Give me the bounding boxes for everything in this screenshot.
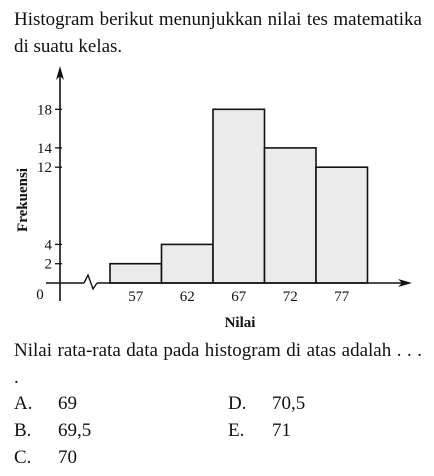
x-tick-label: 72 bbox=[283, 289, 298, 305]
x-axis-label: Nilai bbox=[225, 315, 256, 331]
histogram-bar bbox=[160, 243, 214, 284]
histogram-chart: 2 4 12 14 18 57 62 67 72 77 Frekuensi Nilai 0 bbox=[15, 66, 412, 331]
option-letter: A. bbox=[14, 393, 33, 414]
option-c[interactable]: C. 70 bbox=[14, 446, 77, 470]
y-axis-ticks: 2 4 12 14 18 bbox=[37, 102, 62, 273]
histogram-bar bbox=[109, 262, 163, 284]
y-axis-label: Frekuensi bbox=[15, 168, 31, 232]
x-tick-label: 77 bbox=[334, 289, 350, 305]
x-axis-ticks: 57 62 67 72 77 bbox=[128, 289, 350, 305]
option-e[interactable]: E. 71 bbox=[228, 419, 291, 443]
y-tick-label: 2 bbox=[45, 257, 53, 273]
x-tick-label: 57 bbox=[128, 289, 144, 305]
option-letter: C. bbox=[14, 447, 32, 468]
y-tick-label: 18 bbox=[37, 102, 52, 118]
histogram-bar bbox=[212, 108, 266, 284]
option-value: 69,5 bbox=[58, 420, 92, 441]
y-tick-label: 4 bbox=[45, 237, 53, 253]
option-b[interactable]: B. 69,5 bbox=[14, 419, 91, 443]
y-tick-label: 14 bbox=[37, 141, 53, 157]
y-tick-label: 12 bbox=[37, 160, 52, 176]
y-axis-arrow bbox=[56, 66, 64, 80]
x-tick-label: 62 bbox=[180, 289, 195, 305]
option-letter: E. bbox=[228, 420, 245, 441]
option-value: 71 bbox=[272, 420, 291, 441]
question-text: Histogram berikut menunjukkan nilai tes … bbox=[14, 9, 422, 57]
option-d[interactable]: D. 70,5 bbox=[228, 392, 305, 416]
histogram-bar bbox=[315, 166, 369, 284]
option-value: 70 bbox=[58, 447, 77, 468]
histogram-bars bbox=[109, 108, 369, 284]
option-a[interactable]: A. 69 bbox=[14, 392, 77, 416]
option-value: 69 bbox=[58, 393, 77, 414]
option-value: 70,5 bbox=[272, 393, 306, 414]
x-tick-label: 67 bbox=[231, 289, 247, 305]
prompt-text: Nilai rata-rata data pada histogram di a… bbox=[14, 340, 422, 388]
axis-break-mark bbox=[83, 273, 98, 291]
option-letter: B. bbox=[14, 420, 32, 441]
origin-label: 0 bbox=[36, 287, 44, 303]
option-letter: D. bbox=[228, 393, 247, 414]
x-axis-arrow bbox=[398, 279, 412, 287]
histogram-bar bbox=[263, 147, 317, 284]
